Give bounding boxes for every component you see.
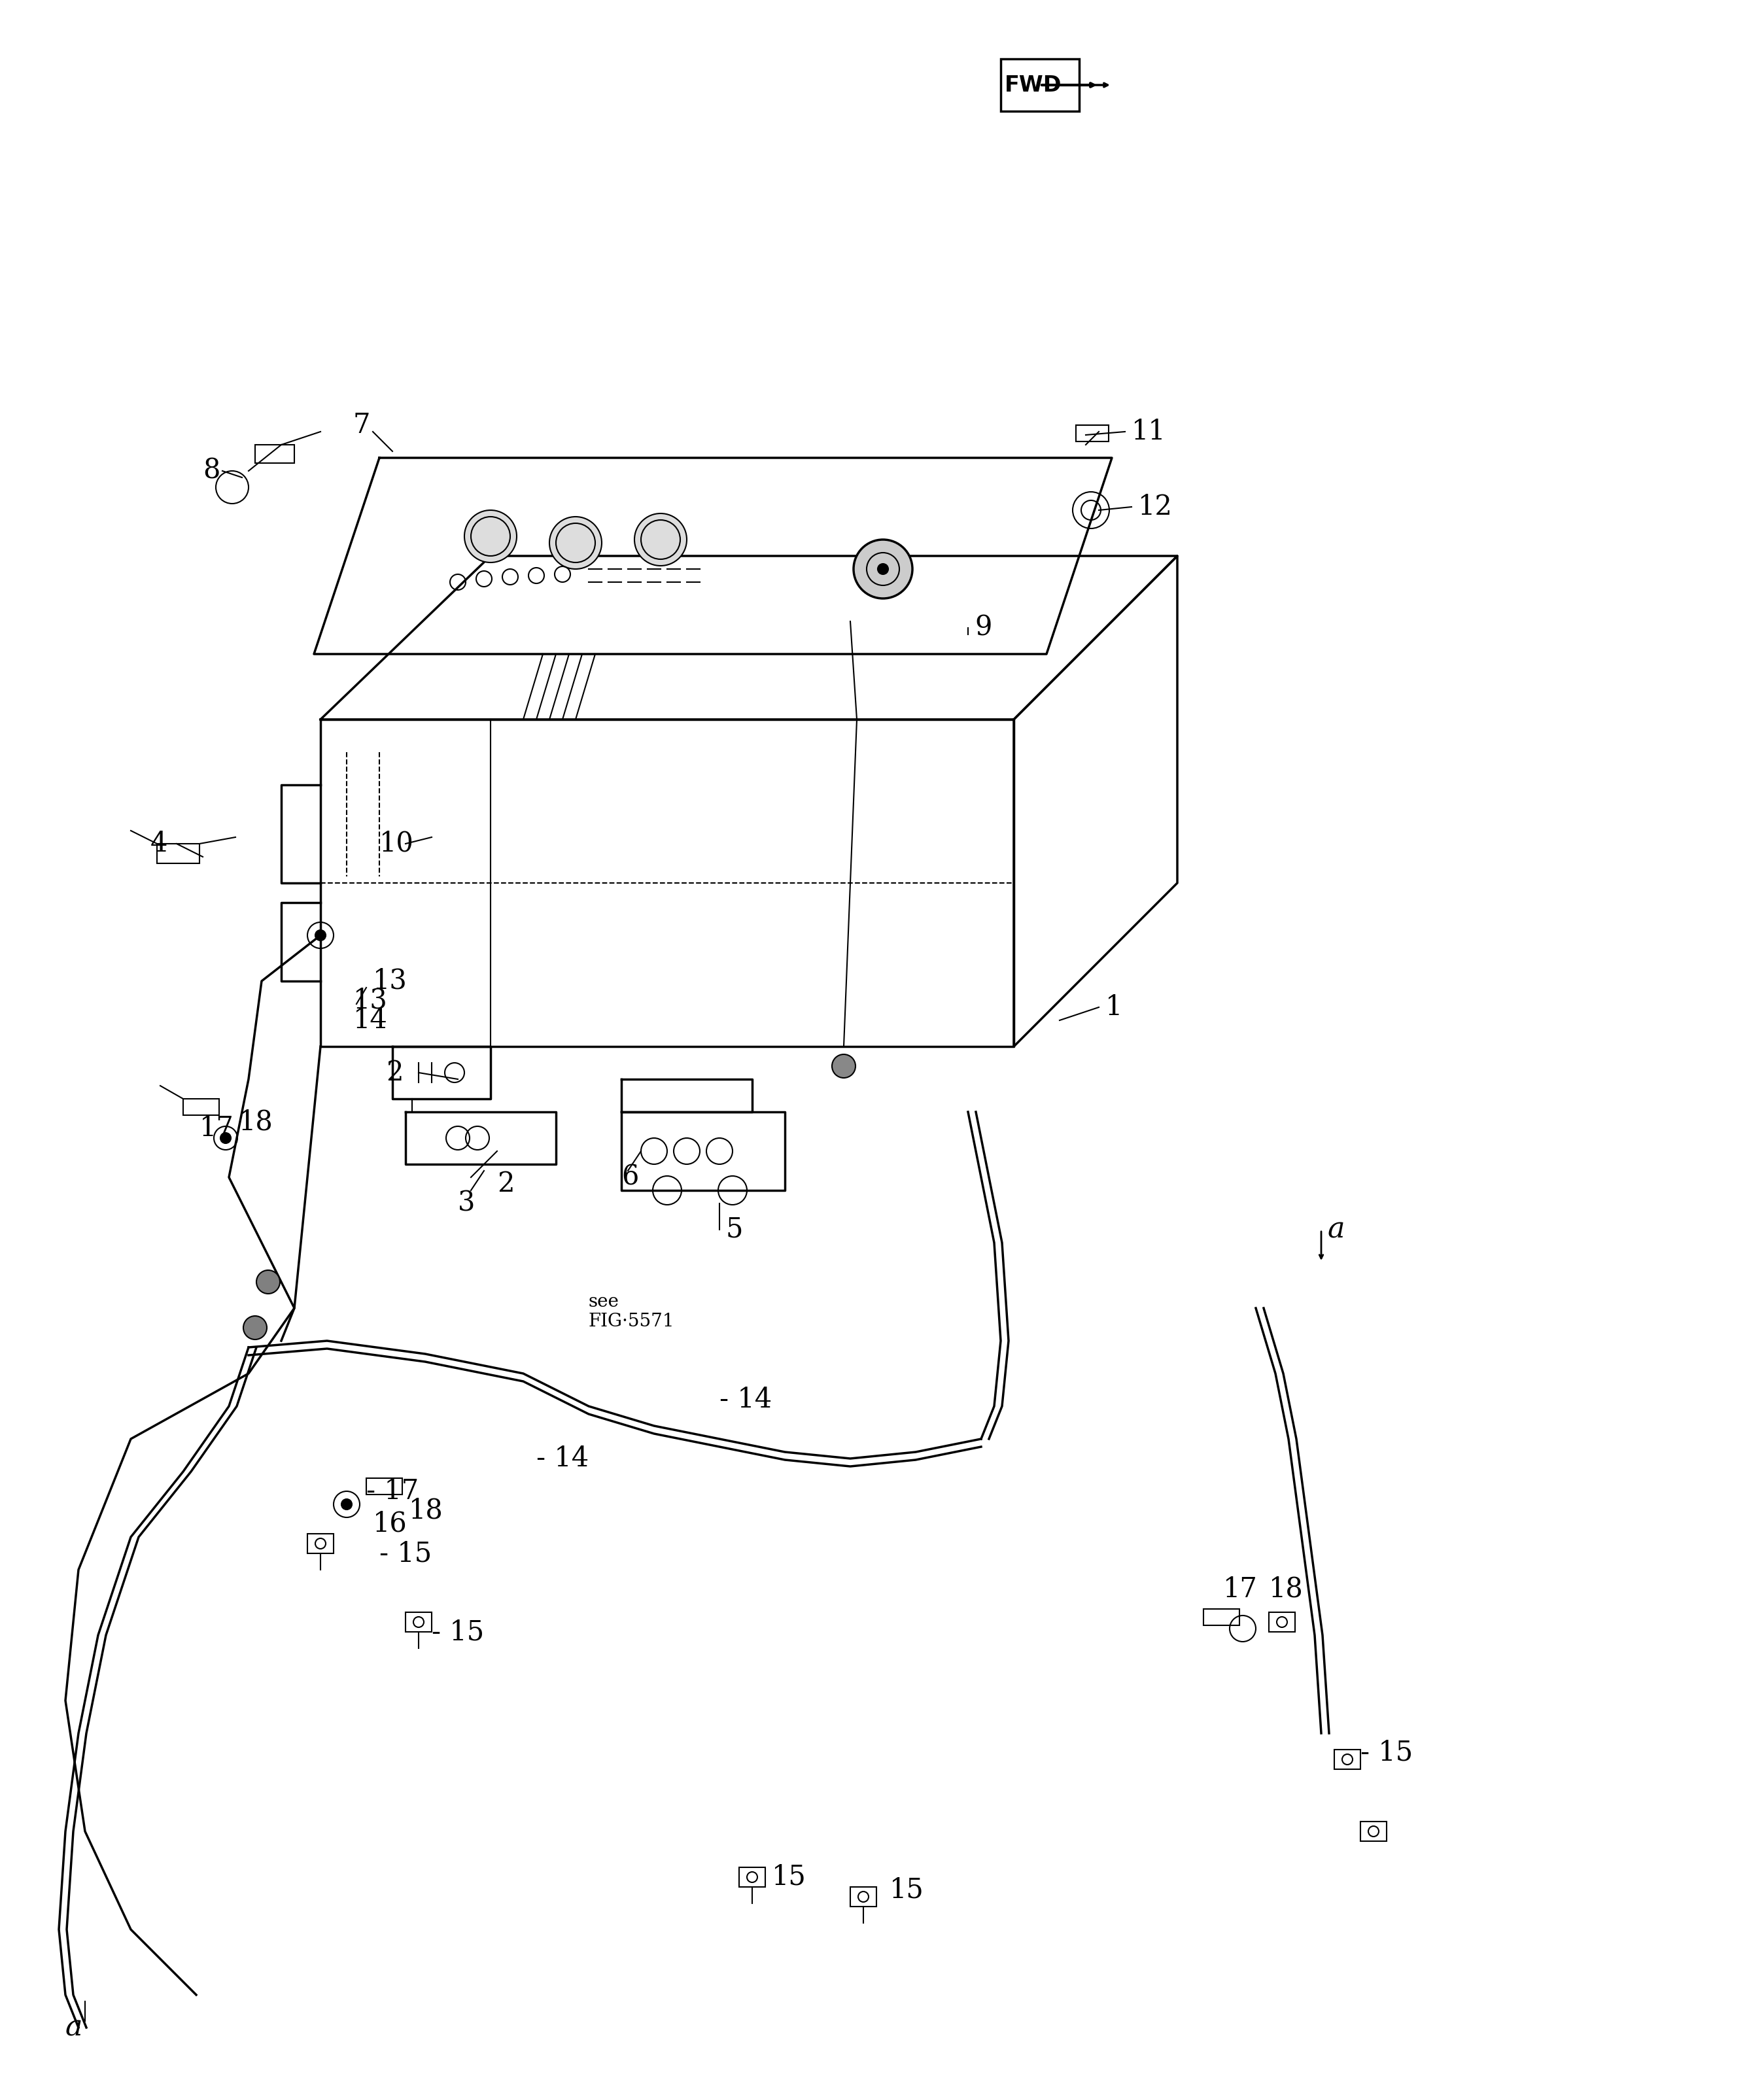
Bar — [307, 1535, 333, 1553]
Text: 4: 4 — [150, 830, 168, 857]
Bar — [183, 1099, 219, 1116]
Text: 2: 2 — [386, 1060, 404, 1087]
Text: 3: 3 — [459, 1190, 475, 1217]
Bar — [367, 1479, 402, 1495]
Bar — [406, 1611, 432, 1632]
Text: - 15: - 15 — [379, 1539, 432, 1568]
Text: 15: 15 — [889, 1877, 924, 1904]
Text: - 17: - 17 — [367, 1477, 418, 1506]
Text: 16: 16 — [372, 1510, 407, 1537]
Text: 18: 18 — [1268, 1576, 1304, 1603]
Text: 11: 11 — [1131, 419, 1166, 446]
Text: - 14: - 14 — [536, 1446, 589, 1473]
Text: see: see — [589, 1292, 619, 1311]
Circle shape — [635, 514, 686, 566]
Bar — [1268, 1611, 1295, 1632]
Bar — [1360, 1821, 1387, 1842]
Circle shape — [220, 1132, 231, 1143]
Text: 17: 17 — [1222, 1576, 1258, 1603]
Text: FWD: FWD — [1005, 75, 1062, 95]
Text: FIG·5571: FIG·5571 — [589, 1313, 676, 1329]
Circle shape — [854, 539, 912, 599]
Text: 9: 9 — [974, 614, 991, 641]
Circle shape — [833, 1054, 856, 1078]
Bar — [1334, 1750, 1360, 1769]
Text: a: a — [65, 2014, 83, 2041]
Text: - 15: - 15 — [1360, 1740, 1413, 1767]
Bar — [1203, 1609, 1240, 1626]
Text: 15: 15 — [773, 1862, 806, 1891]
Text: 17: 17 — [199, 1114, 235, 1143]
Circle shape — [256, 1269, 280, 1294]
Text: 10: 10 — [379, 830, 415, 857]
Circle shape — [342, 1500, 351, 1510]
Circle shape — [464, 510, 517, 562]
Text: 2: 2 — [497, 1170, 515, 1197]
Text: - 14: - 14 — [720, 1385, 773, 1412]
Text: - 15: - 15 — [432, 1618, 483, 1645]
Text: 1: 1 — [1106, 993, 1122, 1020]
Text: 13: 13 — [353, 987, 388, 1014]
Text: 12: 12 — [1138, 494, 1173, 521]
Text: 6: 6 — [621, 1164, 639, 1190]
Bar — [256, 444, 295, 463]
Text: 14: 14 — [353, 1006, 388, 1035]
Bar — [1076, 425, 1108, 442]
Text: 5: 5 — [727, 1215, 743, 1242]
Text: 7: 7 — [353, 411, 370, 440]
Circle shape — [878, 564, 889, 574]
Bar — [739, 1867, 766, 1887]
Text: 18: 18 — [409, 1497, 443, 1524]
Text: 8: 8 — [203, 456, 220, 485]
Circle shape — [243, 1317, 266, 1340]
Bar — [157, 844, 199, 863]
Text: 18: 18 — [238, 1108, 273, 1134]
Text: 13: 13 — [372, 966, 407, 996]
Text: a: a — [1328, 1215, 1346, 1244]
Circle shape — [549, 516, 602, 568]
Circle shape — [316, 929, 326, 940]
Bar — [850, 1887, 877, 1906]
